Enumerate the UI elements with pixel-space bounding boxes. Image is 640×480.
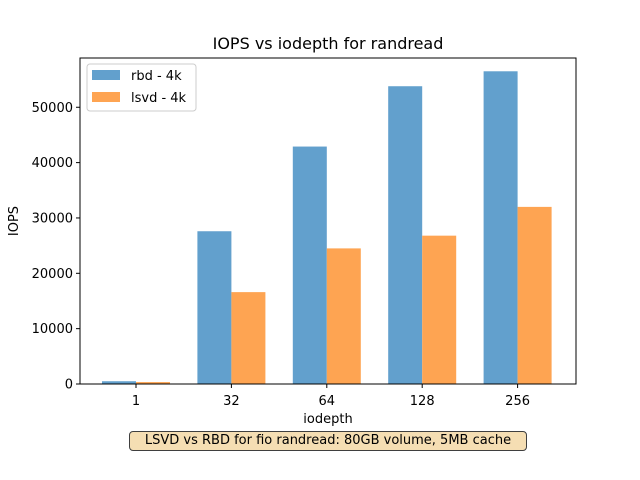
y-tick-label: 20000 <box>32 267 73 282</box>
legend-label: lsvd - 4k <box>131 91 187 106</box>
x-tick-label: 256 <box>505 394 530 409</box>
y-tick-label: 30000 <box>32 211 73 226</box>
bar-rbd-256 <box>483 71 518 384</box>
y-tick-label: 50000 <box>32 101 73 116</box>
bar-rbd-1 <box>102 381 136 384</box>
bar-lsvd-1 <box>136 382 170 384</box>
bar-rbd-64 <box>292 146 327 384</box>
legend-label: rbd - 4k <box>131 69 182 84</box>
bar-lsvd-64 <box>326 248 361 384</box>
legend-swatch <box>92 92 120 102</box>
y-axis: 0 10000 20000 30000 40000 50000 <box>32 101 80 393</box>
bar-lsvd-256 <box>517 206 552 384</box>
legend-swatch <box>92 70 120 80</box>
bar-rbd-32 <box>197 231 232 384</box>
y-tick-label: 10000 <box>32 322 73 337</box>
bar-lsvd-32 <box>231 292 266 384</box>
x-tick-label: 64 <box>319 394 336 409</box>
plot-area-frame <box>79 57 577 385</box>
x-tick-label: 128 <box>410 394 435 409</box>
y-tick-label: 0 <box>65 378 73 393</box>
x-tick-label: 32 <box>223 394 240 409</box>
bars-layer <box>102 71 552 384</box>
chart-caption: LSVD vs RBD for fio randread: 80GB volum… <box>129 431 527 451</box>
chart-title: IOPS vs iodepth for randread <box>213 34 444 53</box>
x-tick-label: 1 <box>132 394 140 409</box>
bar-lsvd-128 <box>422 235 457 384</box>
bar-rbd-128 <box>388 86 423 384</box>
x-axis-label: iodepth <box>303 412 352 427</box>
x-axis: 1 32 64 128 256 <box>132 384 530 409</box>
y-tick-label: 40000 <box>32 156 73 171</box>
y-axis-label: IOPS <box>7 206 22 236</box>
legend: rbd - 4k lsvd - 4k <box>86 63 197 112</box>
